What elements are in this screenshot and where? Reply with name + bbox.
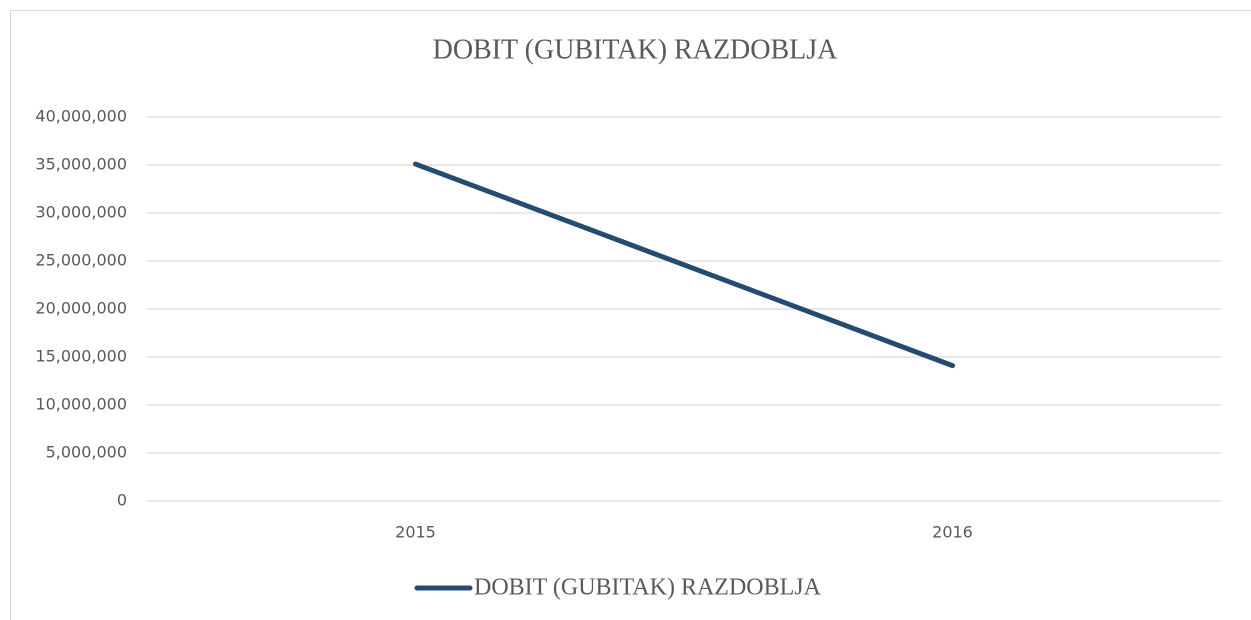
y-tick-label: 35,000,000	[35, 155, 127, 174]
chart-title: DOBIT (GUBITAK) RAZDOBLJA	[433, 34, 839, 65]
y-tick-label: 0	[117, 491, 127, 510]
y-tick-label: 20,000,000	[35, 299, 127, 318]
x-tick-label: 2015	[395, 523, 436, 542]
series-line	[413, 161, 955, 369]
y-tick-label: 5,000,000	[46, 443, 127, 462]
legend-label: DOBIT (GUBITAK) RAZDOBLJA	[474, 575, 822, 601]
x-tick-label: 2016	[932, 523, 973, 542]
chart-border	[10, 10, 1251, 620]
y-tick-label: 30,000,000	[35, 203, 127, 222]
y-tick-label: 15,000,000	[35, 347, 127, 366]
y-tick-label: 10,000,000	[35, 395, 127, 414]
y-tick-label: 25,000,000	[35, 251, 127, 270]
y-tick-label: 40,000,000	[35, 107, 127, 126]
